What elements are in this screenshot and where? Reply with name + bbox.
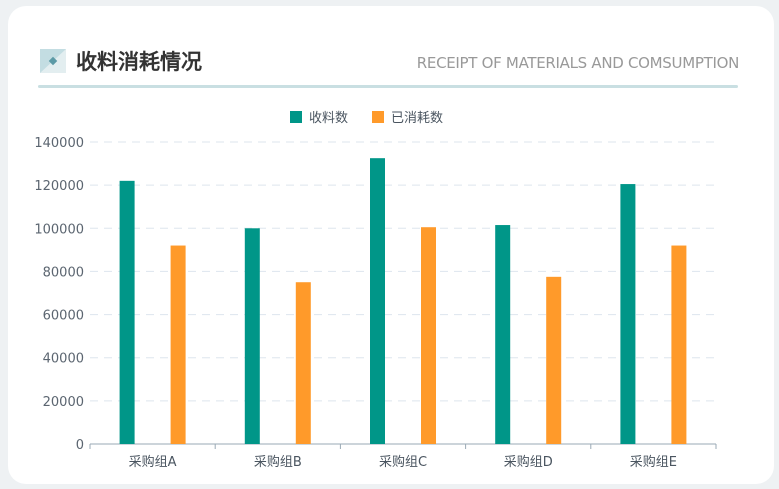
x-tick-label: 采购组C [379,454,427,470]
bar-consumed [546,276,562,444]
x-tick-label: 采购组B [254,454,302,470]
y-tick-label: 140000 [34,136,84,151]
bar-consumed [421,227,436,444]
bar-received [495,225,511,444]
title-icon [40,49,66,73]
title-divider [38,85,738,88]
legend-swatch-consumed [372,111,384,123]
bar-received [119,180,135,445]
page-subtitle: RECEIPT OF MATERIALS AND COMSUMPTION [416,54,740,72]
y-tick-label: 80000 [43,265,84,280]
bar-consumed [170,245,186,444]
x-tick-label: 采购组E [630,454,677,470]
x-tick-label: 采购组D [504,454,553,470]
bar-received [244,228,260,444]
bar-consumed [295,282,311,444]
y-tick-label: 20000 [43,395,84,410]
y-tick-label: 0 [76,438,84,453]
y-tick-label: 100000 [34,222,84,237]
bar-received [370,158,385,444]
page-title: 收料消耗情况 [76,50,202,74]
bar-received [620,184,636,445]
y-tick-label: 60000 [43,309,84,324]
y-tick-label: 120000 [34,179,84,194]
bar-consumed [671,245,687,444]
legend-label: 收料数 [309,111,348,126]
y-tick-label: 40000 [43,352,84,367]
legend-label: 已消耗数 [391,111,443,126]
x-tick-label: 采购组A [129,454,177,470]
legend-swatch-received [290,111,302,123]
